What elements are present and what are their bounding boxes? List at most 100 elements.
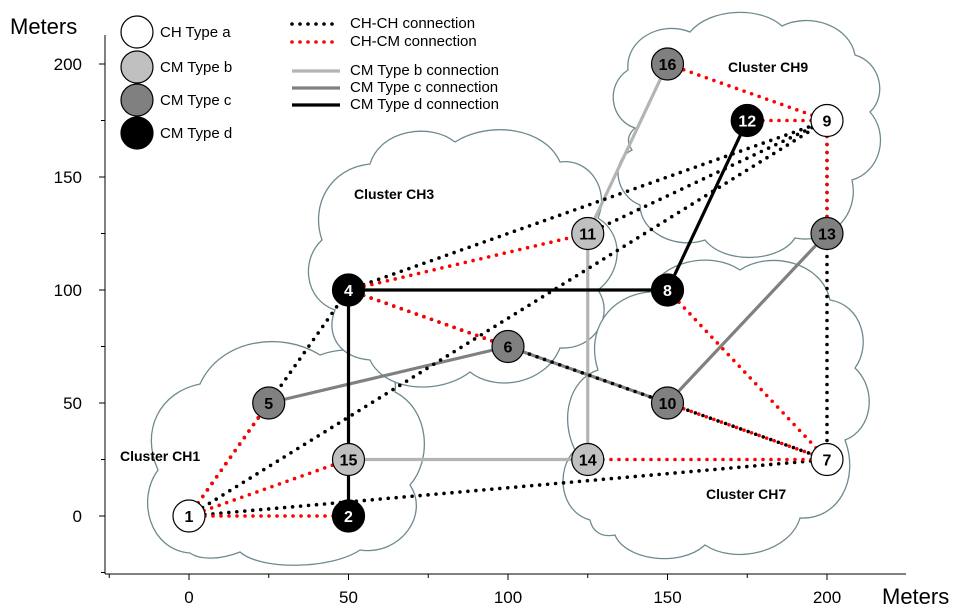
edge-d-8-12	[666, 119, 749, 291]
x-tick-0: 0	[184, 574, 194, 607]
node-label: 12	[738, 114, 756, 131]
legend-connection-b: CM Type b connection	[292, 62, 499, 79]
edge-c-5-6	[268, 344, 509, 405]
node-label: 14	[579, 453, 597, 470]
node-label: 9	[823, 114, 832, 131]
axes	[104, 35, 906, 575]
legend-label: CM Type d connection	[350, 96, 499, 113]
node-circle-type-c	[650, 47, 685, 81]
node-1: 1	[172, 499, 206, 533]
legend-connection-ch-cm: CH-CM connection	[290, 33, 477, 50]
node-13: 13	[810, 216, 844, 251]
legend-connection-c: CM Type c connection	[292, 79, 498, 96]
node-circle-type-b	[571, 216, 605, 251]
x-tick-50: 50	[339, 574, 358, 607]
y-tick-200: 200	[54, 55, 105, 74]
x-tick-100: 100	[494, 574, 522, 607]
legend-connection-ch-ch: CH-CH connection	[290, 15, 475, 32]
axis-ticks: 0 50 100 150 200 0 50 100 150 200	[54, 55, 842, 607]
legend-label: CH-CH connection	[350, 15, 475, 32]
node-label: 10	[659, 396, 677, 413]
node-11: 11	[571, 216, 605, 251]
node-circle-type-d	[331, 273, 366, 307]
legend-swatch	[120, 83, 154, 117]
node-circle-type-c	[810, 216, 844, 251]
legend-label: CM Type b connection	[350, 62, 499, 79]
node-15: 15	[331, 442, 366, 477]
node-7: 7	[810, 442, 844, 477]
edge-ch-ch-1-9	[187, 118, 829, 518]
edge-ch-ch-1-7	[187, 457, 829, 518]
node-circle-type-b	[571, 442, 605, 477]
legend-node-type-a: CH Type a	[120, 15, 231, 49]
node-circle-type-a	[810, 103, 844, 138]
cluster-label-ch1: Cluster CH1	[120, 448, 200, 464]
node-label: 1	[185, 509, 194, 526]
x-tick-200: 200	[813, 574, 841, 607]
edge-ch-ch-1-4	[187, 288, 351, 518]
edge-ch-ch-4-7	[346, 288, 829, 462]
node-circle-type-b	[331, 442, 366, 477]
edge-ch-cm-4-11	[346, 231, 590, 292]
edges-layer	[187, 62, 829, 518]
node-8: 8	[650, 273, 685, 307]
y-tick-label: 0	[73, 507, 82, 526]
node-circle-type-d	[331, 499, 366, 533]
node-label: 2	[344, 509, 353, 526]
node-circle-type-d	[650, 273, 685, 307]
y-tick-label: 50	[63, 394, 82, 413]
node-circle-type-a	[810, 442, 844, 477]
y-axis-title: Meters	[10, 14, 77, 39]
node-12: 12	[730, 103, 764, 138]
y-tick-label: 200	[54, 55, 82, 74]
y-tick-label: 100	[54, 281, 82, 300]
node-circle-type-d	[730, 103, 764, 138]
node-label: 11	[579, 227, 596, 244]
node-10: 10	[650, 386, 685, 420]
edge-b-11-16	[586, 63, 669, 235]
y-tick-0: 0	[73, 507, 105, 526]
node-label: 13	[818, 227, 836, 244]
node-label: 5	[264, 396, 273, 413]
node-14: 14	[571, 442, 605, 477]
cluster-label-ch9: Cluster CH9	[728, 59, 808, 75]
legend-swatch	[120, 15, 154, 49]
node-4: 4	[331, 273, 366, 307]
legend-label: CM Type c	[160, 92, 232, 109]
node-circle-type-a	[172, 499, 206, 533]
legend-label: CM Type c connection	[350, 79, 498, 96]
node-label: 8	[663, 283, 672, 300]
node-circle-type-c	[252, 386, 286, 420]
node-circle-type-c	[491, 329, 525, 364]
x-tick-label: 150	[653, 588, 681, 607]
legend-swatch	[120, 50, 154, 84]
node-label: 7	[823, 453, 832, 470]
node-label: 6	[504, 340, 513, 357]
edge-ch-ch-4-9	[346, 118, 829, 292]
y-tick-150: 150	[54, 168, 105, 187]
legend: CH Type a CM Type b CM Type c CM Type d CH-C…	[120, 15, 499, 150]
y-tick-label: 150	[54, 168, 82, 187]
node-9: 9	[810, 103, 844, 138]
node-2: 2	[331, 499, 366, 533]
legend-label: CH-CM connection	[350, 33, 477, 50]
y-tick-50: 50	[63, 394, 105, 413]
x-tick-150: 150	[653, 574, 682, 607]
cluster-ch3-cloud	[307, 129, 618, 388]
cluster-ch7-cloud	[562, 259, 870, 560]
cluster-label-ch3: Cluster CH3	[354, 186, 434, 202]
x-axis-title: Meters	[882, 584, 949, 609]
edge-ch-cm-1-5	[187, 401, 271, 518]
legend-label: CH Type a	[160, 24, 231, 41]
legend-connection-d: CM Type d connection	[292, 96, 499, 113]
legend-label: CM Type d	[160, 125, 232, 142]
cluster-labels: Cluster CH1 Cluster CH3 Cluster CH7 Cluster…	[120, 59, 808, 502]
x-tick-label: 0	[184, 588, 193, 607]
cluster-label-ch7: Cluster CH7	[706, 486, 786, 502]
x-tick-label: 100	[494, 588, 522, 607]
node-5: 5	[252, 386, 286, 420]
edge-c-10-13	[666, 232, 829, 405]
y-tick-100: 100	[54, 281, 105, 300]
legend-swatch	[120, 116, 154, 150]
